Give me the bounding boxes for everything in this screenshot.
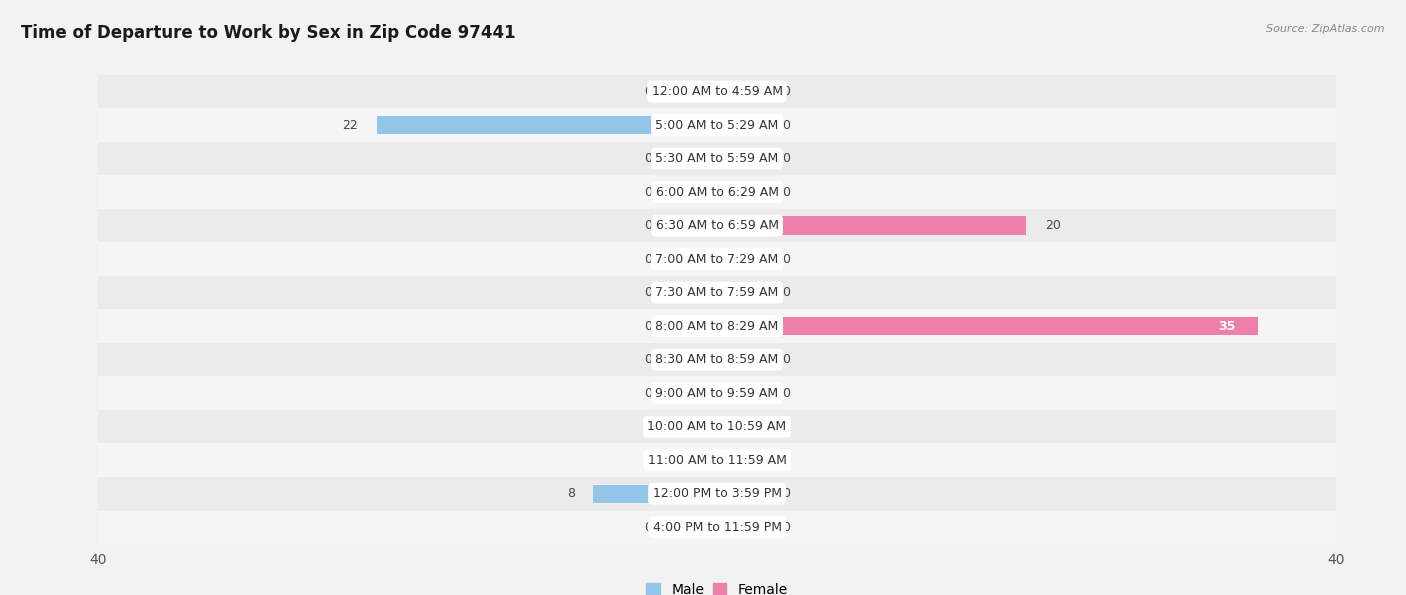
Bar [717, 149, 763, 168]
Text: 0: 0 [644, 152, 652, 165]
Text: 0: 0 [782, 186, 790, 199]
Text: 0: 0 [782, 454, 790, 466]
Bar [21, 309, 1406, 343]
Bar [21, 75, 1406, 108]
Bar [671, 250, 717, 268]
Bar [717, 82, 763, 101]
Bar [377, 116, 717, 134]
Text: 12:00 AM to 4:59 AM: 12:00 AM to 4:59 AM [651, 85, 783, 98]
Text: 8: 8 [567, 487, 575, 500]
Text: 7:00 AM to 7:29 AM: 7:00 AM to 7:29 AM [655, 253, 779, 265]
Text: 6:00 AM to 6:29 AM: 6:00 AM to 6:29 AM [655, 186, 779, 199]
Text: 0: 0 [782, 286, 790, 299]
Text: 0: 0 [644, 521, 652, 534]
Text: 0: 0 [782, 253, 790, 265]
Text: 9:00 AM to 9:59 AM: 9:00 AM to 9:59 AM [655, 387, 779, 400]
Bar [717, 217, 1026, 235]
Bar [21, 343, 1406, 377]
Bar [717, 116, 763, 134]
Bar [671, 283, 717, 302]
Text: 20: 20 [1045, 219, 1060, 232]
Text: 8:30 AM to 8:59 AM: 8:30 AM to 8:59 AM [655, 353, 779, 366]
Text: 0: 0 [782, 487, 790, 500]
Text: 0: 0 [644, 454, 652, 466]
Legend: Male, Female: Male, Female [641, 577, 793, 595]
Text: 0: 0 [644, 85, 652, 98]
Bar [671, 82, 717, 101]
Bar [717, 384, 763, 402]
Bar [671, 384, 717, 402]
Bar [671, 217, 717, 235]
Bar [21, 108, 1406, 142]
Bar [717, 350, 763, 369]
Bar [671, 518, 717, 537]
Text: 0: 0 [782, 420, 790, 433]
Text: 7:30 AM to 7:59 AM: 7:30 AM to 7:59 AM [655, 286, 779, 299]
Bar [21, 176, 1406, 209]
Text: 8:00 AM to 8:29 AM: 8:00 AM to 8:29 AM [655, 320, 779, 333]
Text: 0: 0 [644, 219, 652, 232]
Bar [671, 451, 717, 469]
Text: 0: 0 [644, 387, 652, 400]
Text: 0: 0 [782, 118, 790, 131]
Text: 0: 0 [782, 85, 790, 98]
Text: 0: 0 [782, 152, 790, 165]
Text: 35: 35 [1218, 320, 1234, 333]
Text: 0: 0 [782, 387, 790, 400]
Text: 0: 0 [644, 186, 652, 199]
Text: 0: 0 [782, 521, 790, 534]
Bar [21, 377, 1406, 410]
Bar [717, 484, 763, 503]
Bar [671, 183, 717, 201]
Bar [21, 511, 1406, 544]
Text: 22: 22 [343, 118, 359, 131]
Text: 12:00 PM to 3:59 PM: 12:00 PM to 3:59 PM [652, 487, 782, 500]
Bar [671, 149, 717, 168]
Bar [671, 418, 717, 436]
Text: 0: 0 [644, 253, 652, 265]
Text: 0: 0 [782, 353, 790, 366]
Text: 10:00 AM to 10:59 AM: 10:00 AM to 10:59 AM [648, 420, 786, 433]
Text: 11:00 AM to 11:59 AM: 11:00 AM to 11:59 AM [648, 454, 786, 466]
Bar [21, 477, 1406, 511]
Bar [717, 183, 763, 201]
Bar [671, 317, 717, 336]
Text: 0: 0 [644, 420, 652, 433]
Bar [21, 209, 1406, 242]
Text: 0: 0 [644, 320, 652, 333]
Bar [21, 443, 1406, 477]
Bar [717, 418, 763, 436]
Text: Source: ZipAtlas.com: Source: ZipAtlas.com [1267, 24, 1385, 34]
Bar [717, 317, 1258, 336]
Bar [21, 242, 1406, 276]
Text: 0: 0 [644, 353, 652, 366]
Bar [717, 518, 763, 537]
Bar [671, 350, 717, 369]
Bar [717, 250, 763, 268]
Text: 5:00 AM to 5:29 AM: 5:00 AM to 5:29 AM [655, 118, 779, 131]
Text: 6:30 AM to 6:59 AM: 6:30 AM to 6:59 AM [655, 219, 779, 232]
Bar [21, 276, 1406, 309]
Bar [21, 410, 1406, 443]
Text: Time of Departure to Work by Sex in Zip Code 97441: Time of Departure to Work by Sex in Zip … [21, 24, 516, 42]
Text: 0: 0 [644, 286, 652, 299]
Text: 4:00 PM to 11:59 PM: 4:00 PM to 11:59 PM [652, 521, 782, 534]
Text: 5:30 AM to 5:59 AM: 5:30 AM to 5:59 AM [655, 152, 779, 165]
Bar [21, 142, 1406, 176]
Bar [717, 283, 763, 302]
Bar [593, 484, 717, 503]
Bar [717, 451, 763, 469]
